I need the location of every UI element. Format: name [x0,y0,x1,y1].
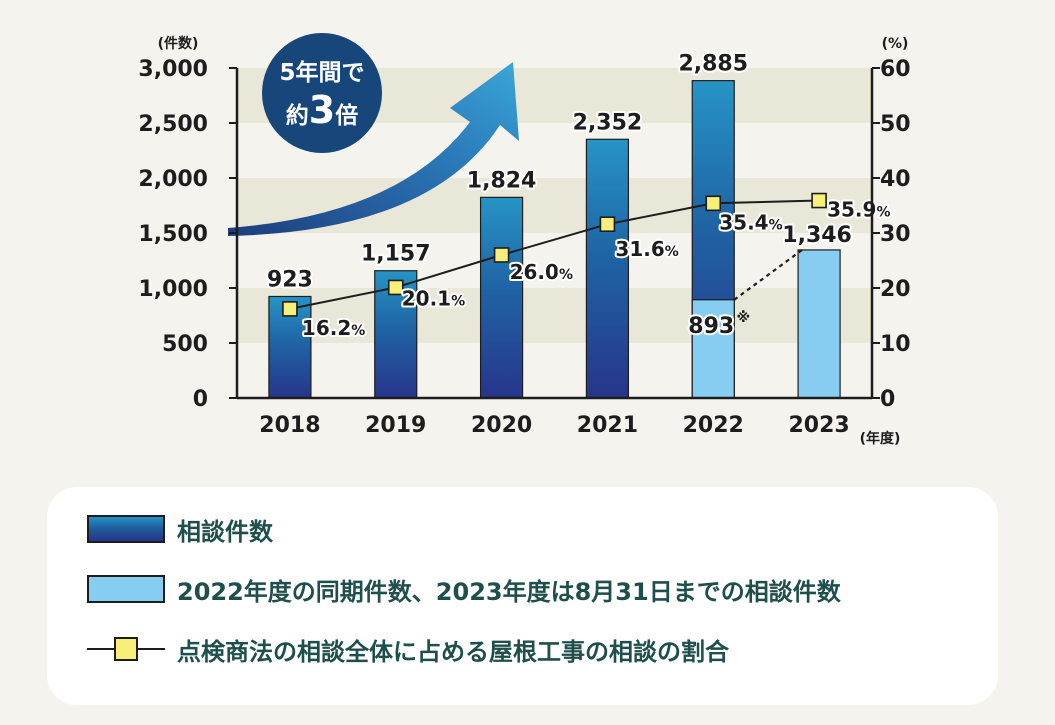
x-tick-label: 2021 [577,413,638,438]
legend-label: 2022年度の同期件数、2023年度は8月31日までの相談件数 [177,577,841,606]
bars [268,80,841,399]
x-tick-label: 2020 [471,413,532,438]
ratio-marker [387,279,404,296]
bar-value-label: 923 [267,267,313,292]
bar-value-label: 1,157 [361,242,431,267]
combo-chart: 5年間で 約3倍 923 1,157 1,824 2,352 2,885 893 ※ 1,34… [138,33,911,447]
x-tick-label: 2018 [259,413,320,438]
left-tick-label: 0 [193,387,208,412]
right-axis-unit: (%) [882,36,909,52]
legend-item-ratio: 点検商法の相談全体に占める屋根工事の相談の割合 [87,633,729,666]
bar-value-label: 2,352 [573,110,643,135]
x-tick-label: 2019 [365,413,426,438]
legend-panel: 相談件数 2022年度の同期件数、2023年度は8月31日までの相談件数 点検商… [47,487,998,705]
ratio-value-label: 20.1% [402,286,465,310]
right-tick-label: 50 [880,112,911,137]
legend-swatch-light [87,575,165,603]
right-tick-label: 0 [880,387,895,412]
legend-label: 点検商法の相談全体に占める屋根工事の相談の割合 [177,637,729,666]
bar-same-period [691,299,735,399]
bar-value-label-2023: 1,346 [782,223,852,248]
bar-consultations [585,138,630,399]
left-tick-label: 2,000 [138,167,208,192]
left-tick-label: 2,500 [138,112,208,137]
ratio-marker [705,195,722,212]
left-tick-label: 3,000 [138,57,208,82]
growth-arrow [228,62,519,236]
left-axis-unit: (件数) [158,35,199,52]
legend-item-same-period: 2022年度の同期件数、2023年度は8月31日までの相談件数 [87,573,841,606]
ratio-value-label: 35.4% [719,210,782,234]
legend-label: 相談件数 [177,517,273,546]
callout-number: 3 [309,88,335,132]
left-tick-label: 1,500 [138,222,208,247]
right-tick-label: 20 [880,277,911,302]
legend-swatch-line [87,635,165,663]
right-tick-label: 60 [880,57,911,82]
right-tick-label: 30 [880,222,911,247]
axes: 0 500 1,000 1,500 2,000 2,500 3,000 0 10 20 30 40 50… [138,57,910,438]
ratio-marker [493,247,510,263]
x-axis-unit: (年度) [860,430,901,447]
right-tick-label: 40 [880,167,911,192]
left-tick-label: 500 [162,332,208,357]
bar-value-label: 1,824 [467,168,537,193]
bar-value-label-2022-same-period: 893 [688,314,734,339]
ratio-polyline [289,199,820,310]
ratio-line [282,192,827,317]
callout-line1: 5年間で [279,59,364,86]
ratio-marker [811,192,827,209]
grid-band [237,178,872,233]
callout-prefix: 約 [286,102,309,129]
ratio-value-label: 31.6% [615,237,678,261]
legend-item-consultations: 相談件数 [87,513,273,546]
connector-dotted [733,249,803,301]
bar-value-label: 2,885 [678,52,748,77]
ratio-value-label: 35.9% [827,198,890,222]
x-tick-label: 2022 [683,413,744,438]
callout-badge: 5年間で 約3倍 [262,33,382,153]
x-tick-label: 2023 [788,413,849,438]
callout-suffix: 倍 [335,102,358,129]
left-tick-label: 1,000 [138,277,208,302]
bar-same-period [797,249,841,399]
note-mark: ※ [736,310,750,326]
ratio-value-label: 26.0% [510,260,573,284]
bar-consultations [479,196,524,399]
legend-swatch-dark [87,515,165,543]
ratio-marker [282,301,298,317]
callout-line2: 約3倍 [286,88,358,132]
ratio-marker [599,216,616,232]
ratio-value-label: 16.2% [302,316,365,340]
bar-consultations [268,295,312,399]
right-tick-label: 10 [880,332,911,357]
data-labels: 923 1,157 1,824 2,352 2,885 893 ※ 1,346 16.2% 20.… [265,50,893,342]
